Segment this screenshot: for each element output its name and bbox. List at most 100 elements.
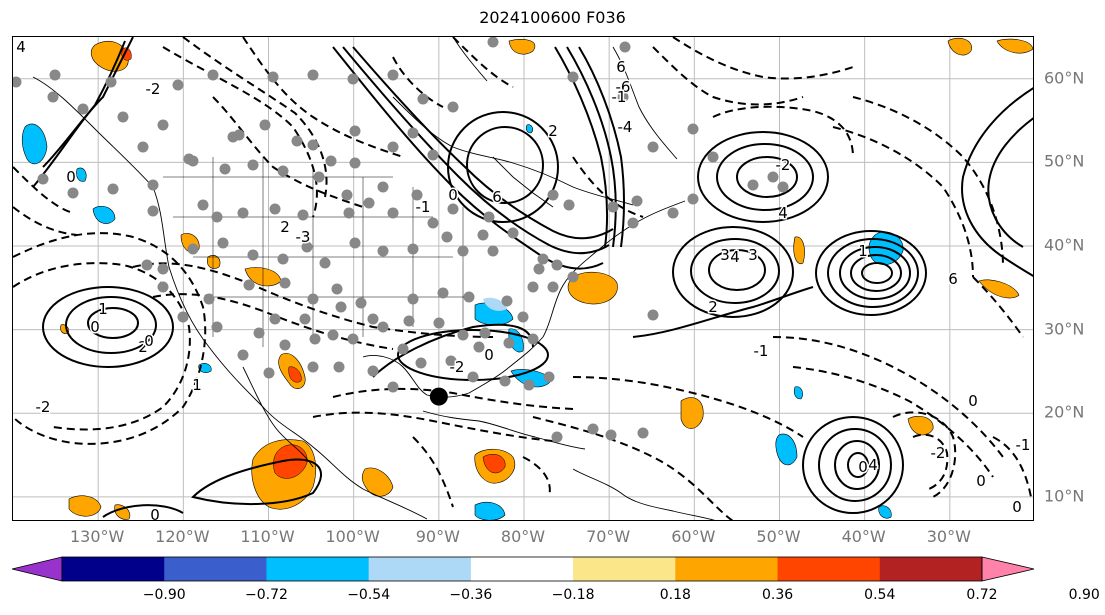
warm-shade bbox=[793, 236, 805, 265]
station-dot bbox=[687, 193, 699, 205]
station-dot bbox=[237, 207, 249, 219]
colorbar-bin bbox=[266, 557, 370, 581]
station-dot bbox=[363, 197, 375, 209]
contour-dashed bbox=[162, 46, 318, 218]
colorbar bbox=[11, 556, 1035, 582]
warm-shade bbox=[508, 39, 536, 55]
station-dot bbox=[587, 423, 599, 435]
contour-label: 0 bbox=[90, 318, 100, 336]
contour-solid bbox=[847, 452, 869, 478]
colorbar-tick-label: −0.18 bbox=[551, 587, 595, 603]
contour-solid bbox=[672, 226, 794, 318]
contour-dashed bbox=[672, 37, 854, 80]
station-dot bbox=[479, 327, 491, 339]
station-dot bbox=[307, 293, 319, 305]
contour-label: 4 bbox=[778, 204, 788, 222]
station-dot bbox=[267, 71, 279, 83]
colorbar-tick-label: 0.18 bbox=[659, 587, 691, 603]
station-dot bbox=[117, 111, 129, 123]
longitude-label: 100°W bbox=[325, 527, 380, 546]
contour-label: -2 bbox=[931, 444, 946, 462]
hot-core bbox=[482, 454, 506, 474]
station-dot bbox=[387, 141, 399, 153]
colorbar-bin bbox=[573, 557, 676, 581]
colorbar-bin bbox=[675, 557, 779, 581]
station-dot bbox=[77, 103, 89, 115]
contour-solid bbox=[818, 428, 892, 502]
contour-label: 1 bbox=[98, 300, 108, 318]
contour-dashed bbox=[572, 376, 804, 438]
contour-solid bbox=[578, 46, 625, 248]
station-dot bbox=[687, 123, 699, 135]
station-dot bbox=[619, 41, 631, 53]
contour-solid bbox=[632, 286, 814, 338]
contour-solid bbox=[708, 249, 766, 291]
cool-shade bbox=[793, 386, 803, 400]
station-dot bbox=[567, 71, 579, 83]
station-dot bbox=[49, 69, 61, 81]
state-borders bbox=[163, 157, 473, 347]
contour-label: 0 bbox=[858, 458, 868, 476]
warm-shade bbox=[361, 467, 394, 497]
station-dot bbox=[747, 179, 759, 191]
station-dot bbox=[307, 69, 319, 81]
contour-dashed bbox=[832, 126, 974, 278]
contour-label: 0 bbox=[66, 168, 76, 186]
cool-shade bbox=[878, 505, 892, 519]
contour-dashed bbox=[392, 56, 444, 108]
station-dot bbox=[441, 231, 453, 243]
station-dot bbox=[407, 243, 419, 255]
contour-solid bbox=[42, 286, 174, 368]
station-dot bbox=[203, 293, 215, 305]
station-dot bbox=[523, 379, 535, 391]
station-dot bbox=[172, 79, 184, 91]
contour-label: -6 bbox=[616, 78, 631, 96]
station-dot bbox=[157, 119, 169, 131]
warm-shade bbox=[680, 397, 704, 429]
station-dot bbox=[263, 367, 275, 379]
station-dot bbox=[187, 155, 199, 167]
station-dot bbox=[247, 159, 259, 171]
station-dots bbox=[13, 37, 789, 443]
station-dot bbox=[67, 187, 79, 199]
station-dot bbox=[551, 431, 563, 443]
latitude-label: 40°N bbox=[1044, 235, 1085, 255]
cool-shade bbox=[76, 167, 87, 182]
station-dot bbox=[335, 301, 347, 313]
station-dot bbox=[527, 281, 539, 293]
contour-label: -1 bbox=[1016, 436, 1031, 454]
station-dot bbox=[269, 313, 281, 325]
contour-dashed bbox=[532, 416, 734, 520]
contour-label: -2 bbox=[776, 156, 791, 174]
contour-label: 6 bbox=[948, 270, 958, 288]
station-dot bbox=[367, 365, 379, 377]
contour-dashed bbox=[792, 366, 994, 478]
station-dot bbox=[647, 141, 659, 153]
latitude-label: 20°N bbox=[1044, 402, 1085, 422]
station-dot bbox=[219, 163, 231, 175]
contour-label: -1 bbox=[612, 88, 627, 106]
longitude-label: 90°W bbox=[415, 527, 460, 546]
contour-dashed bbox=[772, 336, 1004, 458]
station-dot bbox=[457, 245, 469, 257]
station-dot bbox=[347, 73, 359, 85]
contour-label: 6 bbox=[492, 188, 502, 206]
cool-shade bbox=[525, 124, 533, 134]
warm-shade bbox=[567, 271, 618, 305]
station-dot bbox=[237, 349, 249, 361]
station-dot bbox=[37, 173, 49, 185]
station-dot bbox=[107, 183, 119, 195]
contour-solid bbox=[65, 296, 157, 354]
contour-solid bbox=[566, 46, 617, 248]
contour-label: 2 bbox=[280, 218, 290, 236]
contour-solid bbox=[372, 323, 534, 378]
station-dot bbox=[243, 279, 255, 291]
station-dot bbox=[279, 277, 291, 289]
station-dot bbox=[247, 249, 259, 261]
station-dot bbox=[527, 333, 539, 345]
station-dot bbox=[349, 125, 361, 137]
shaded-regions bbox=[21, 38, 1033, 520]
colorbar-tick-label: −0.54 bbox=[347, 587, 391, 603]
station-dot bbox=[473, 341, 485, 353]
warm-shade bbox=[947, 38, 972, 56]
